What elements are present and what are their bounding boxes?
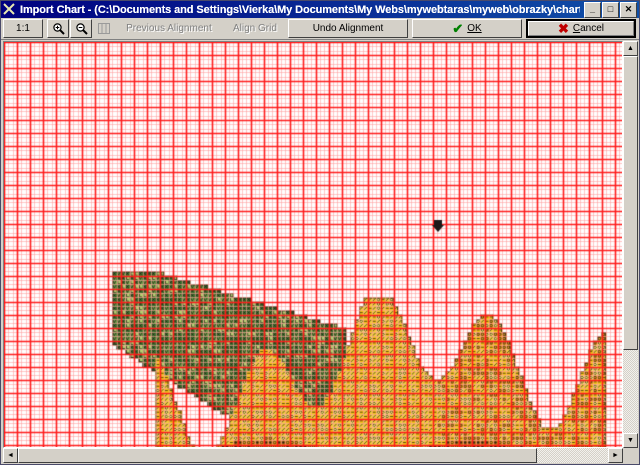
vertical-scroll-track[interactable] bbox=[623, 56, 638, 433]
chart-area: gallery.broidery.ru ▲ ▼ ◄ ► bbox=[2, 41, 638, 463]
fit-icon bbox=[93, 19, 115, 38]
scroll-down-button[interactable]: ▼ bbox=[623, 433, 638, 448]
horizontal-scroll-thumb[interactable] bbox=[18, 448, 538, 463]
close-button[interactable]: ✕ bbox=[620, 1, 637, 18]
undo-alignment-button[interactable]: Undo Alignment bbox=[288, 19, 409, 38]
cancel-button-face: ✖ Cancel bbox=[528, 20, 635, 36]
minimize-button[interactable]: _ bbox=[584, 1, 601, 18]
toolbar: 1:1 Previous Alignment bbox=[1, 18, 639, 40]
zoom-reset-button[interactable]: 1:1 bbox=[3, 19, 43, 38]
window-title: Import Chart - (C:\Documents and Setting… bbox=[20, 3, 580, 16]
vertical-scroll-thumb[interactable] bbox=[623, 56, 638, 351]
cancel-button-label: Cancel bbox=[572, 23, 605, 34]
scroll-up-button[interactable]: ▲ bbox=[623, 41, 638, 56]
scroll-left-button[interactable]: ◄ bbox=[3, 448, 18, 463]
ok-check-icon: ✔ bbox=[452, 20, 464, 36]
previous-alignment-button: Previous Alignment bbox=[116, 19, 222, 38]
vertical-scrollbar[interactable]: ▲ ▼ bbox=[623, 41, 638, 448]
align-grid-button: Align Grid bbox=[222, 19, 288, 38]
cancel-button[interactable]: ✖ Cancel bbox=[526, 19, 637, 38]
zoom-out-icon[interactable] bbox=[70, 19, 92, 38]
title-bar: Import Chart - (C:\Documents and Setting… bbox=[1, 1, 639, 18]
ok-button[interactable]: ✔ OK bbox=[412, 19, 523, 38]
horizontal-scroll-track[interactable] bbox=[18, 448, 608, 463]
cross-stitch-chart-canvas[interactable] bbox=[4, 42, 622, 447]
horizontal-scrollbar[interactable]: ◄ ► bbox=[3, 448, 623, 463]
chart-window-icon bbox=[3, 3, 17, 16]
window-control-buttons: _ □ ✕ bbox=[584, 1, 637, 18]
scrollbar-corner bbox=[623, 448, 638, 463]
ok-button-label: OK bbox=[467, 23, 482, 34]
maximize-button[interactable]: □ bbox=[602, 1, 619, 18]
cancel-x-icon: ✖ bbox=[557, 20, 569, 36]
zoom-in-icon[interactable] bbox=[47, 19, 69, 38]
scroll-right-button[interactable]: ► bbox=[608, 448, 623, 463]
chart-canvas-container[interactable]: gallery.broidery.ru bbox=[3, 41, 623, 448]
